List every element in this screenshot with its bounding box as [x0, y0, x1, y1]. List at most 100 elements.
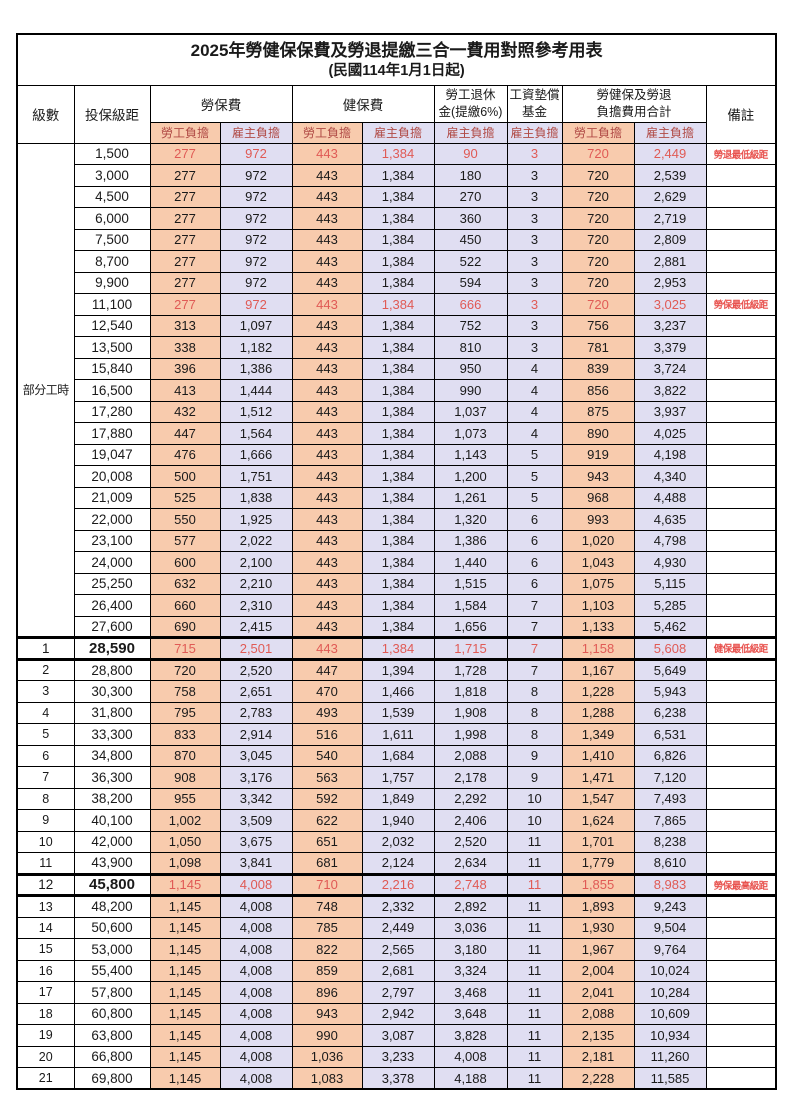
bracket-cell: 30,300	[73, 680, 151, 703]
wage-fund-emp-cell: 11	[506, 852, 563, 875]
sub-header-row: 勞工負擔 雇主負擔 勞工負擔 雇主負擔 雇主負擔 雇主負擔 勞工負擔 雇主負擔	[17, 121, 776, 144]
labor-emp-cell: 1,182	[219, 336, 293, 359]
total-header-line1: 勞健保及勞退	[596, 87, 672, 102]
bracket-cell: 4,500	[73, 185, 151, 208]
pension-emp-cell: 4,188	[433, 1067, 508, 1090]
wage-fund-emp-cell: 9	[506, 766, 563, 789]
level-cell: 20	[16, 1045, 75, 1068]
note-cell	[705, 852, 777, 875]
total-self-cell: 1,471	[561, 766, 635, 789]
part-time-row: 13,500 338 1,182 443 1,384 810 3 781 3,379	[17, 336, 777, 359]
labor-self-cell: 413	[149, 379, 221, 402]
total-self-cell: 943	[561, 465, 635, 488]
labor-emp-cell: 972	[219, 207, 293, 230]
total-self-cell: 993	[561, 508, 635, 531]
health-emp-cell: 1,384	[361, 465, 435, 488]
health-self-cell: 651	[291, 830, 363, 853]
total-self-cell: 2,004	[561, 959, 635, 982]
wage-fund-emp-cell: 9	[506, 744, 563, 767]
labor-self-cell: 500	[149, 465, 221, 488]
bracket-cell: 69,800	[73, 1067, 151, 1090]
labor-emp-cell: 4,008	[219, 981, 293, 1004]
wage-fund-emp-cell: 3	[506, 164, 563, 187]
total-self-cell: 1,133	[561, 615, 635, 638]
bracket-cell: 7,500	[73, 228, 151, 251]
level-cell: 7	[16, 766, 75, 789]
total-emp-cell: 5,115	[633, 572, 707, 595]
pension-emp-cell: 3,468	[433, 981, 508, 1004]
part-time-row: 21,009 525 1,838 443 1,384 1,261 5 968 4,488	[17, 486, 777, 509]
health-self-cell: 563	[291, 766, 363, 789]
health-self-cell: 443	[291, 142, 363, 165]
note-cell	[705, 422, 777, 445]
pension-emp-cell: 1,515	[433, 572, 508, 595]
level-cell: 5	[16, 723, 75, 746]
pension-emp-cell: 1,728	[433, 658, 508, 681]
note-cell	[705, 551, 777, 574]
total-self-cell: 1,967	[561, 938, 635, 961]
pension-emp-cell: 1,037	[433, 400, 508, 423]
health-emp-cell: 1,394	[361, 658, 435, 681]
total-emp-cell: 8,238	[633, 830, 707, 853]
labor-emp-cell: 1,512	[219, 400, 293, 423]
bracket-cell: 25,250	[73, 572, 151, 595]
health-emp-cell: 1,384	[361, 594, 435, 617]
bracket-cell: 31,800	[73, 701, 151, 724]
wage-fund-emp-cell: 11	[506, 1002, 563, 1025]
labor-self-cell: 525	[149, 486, 221, 509]
level-cell: 14	[16, 916, 75, 939]
wage-fund-emp-cell: 8	[506, 680, 563, 703]
labor-self-cell: 600	[149, 551, 221, 574]
labor-emp-cell: 972	[219, 142, 293, 165]
pension-emp-cell: 1,386	[433, 529, 508, 552]
pension-emp-cell: 90	[433, 142, 508, 165]
wage-fund-emp-cell: 3	[506, 271, 563, 294]
health-emp-cell: 1,684	[361, 744, 435, 767]
bracket-cell: 45,800	[73, 872, 151, 897]
total-emp-cell: 7,120	[633, 766, 707, 789]
labor-self-cell: 1,145	[149, 1002, 221, 1025]
labor-emp-cell: 3,675	[219, 830, 293, 853]
bracket-cell: 43,900	[73, 852, 151, 875]
wage-fund-emp-cell: 8	[506, 723, 563, 746]
wage-fund-emp-cell: 4	[506, 357, 563, 380]
labor-emp-cell: 2,022	[219, 529, 293, 552]
health-self-cell: 443	[291, 486, 363, 509]
col-header-level: 級數	[16, 84, 75, 144]
pension-emp-cell: 3,828	[433, 1024, 508, 1047]
total-self-cell: 781	[561, 336, 635, 359]
bracket-cell: 8,700	[73, 250, 151, 273]
level-row: 15 53,000 1,145 4,008 822 2,565 3,180 11 1,967 9,…	[16, 938, 777, 961]
total-self-cell: 720	[561, 185, 635, 208]
labor-emp-cell: 4,008	[219, 895, 293, 918]
pension-emp-cell: 2,892	[433, 895, 508, 918]
health-emp-cell: 3,378	[361, 1067, 435, 1090]
labor-emp-cell: 4,008	[219, 872, 293, 897]
health-emp-cell: 3,233	[361, 1045, 435, 1068]
labor-self-cell: 277	[149, 250, 221, 273]
wage-fund-emp-cell: 3	[506, 250, 563, 273]
pension-emp-cell: 4,008	[433, 1045, 508, 1068]
pension-emp-cell: 1,261	[433, 486, 508, 509]
bracket-cell: 22,000	[73, 508, 151, 531]
labor-emp-cell: 3,841	[219, 852, 293, 875]
bracket-cell: 16,500	[73, 379, 151, 402]
bracket-cell: 17,880	[73, 422, 151, 445]
bracket-cell: 34,800	[73, 744, 151, 767]
note-cell: 勞保最低級距	[705, 293, 777, 316]
labor-emp-cell: 4,008	[219, 1067, 293, 1090]
col-header-labor-insurance: 勞保費	[149, 84, 293, 123]
health-self-cell: 443	[291, 443, 363, 466]
pension-header-line1: 勞工退休	[445, 87, 496, 102]
total-emp-cell: 5,608	[633, 636, 707, 661]
health-self-cell: 443	[291, 207, 363, 230]
total-emp-cell: 2,881	[633, 250, 707, 273]
total-self-cell: 720	[561, 207, 635, 230]
bracket-cell: 57,800	[73, 981, 151, 1004]
health-self-cell: 443	[291, 422, 363, 445]
total-header-line2: 負擔費用合計	[596, 104, 672, 119]
labor-self-cell: 1,145	[149, 981, 221, 1004]
pension-emp-cell: 3,648	[433, 1002, 508, 1025]
pension-emp-cell: 270	[433, 185, 508, 208]
pension-emp-cell: 3,180	[433, 938, 508, 961]
